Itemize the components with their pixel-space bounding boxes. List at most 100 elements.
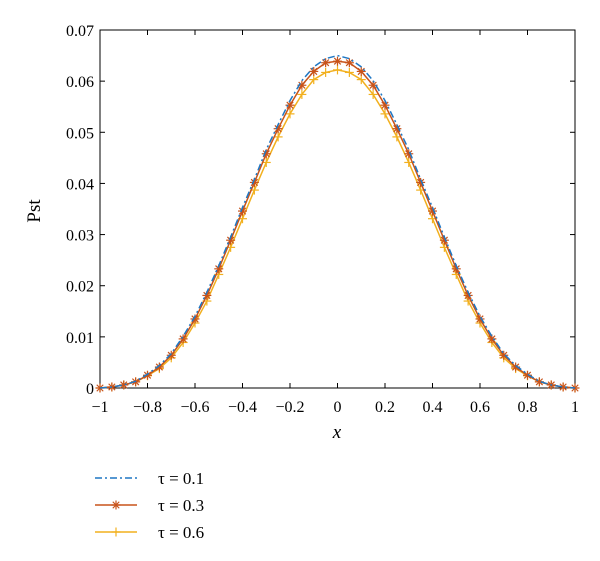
marker-stroke [203, 291, 211, 300]
marker-stroke [179, 335, 187, 343]
legend: τ = 0.1 τ = 0.3 τ = 0.6 [95, 469, 204, 542]
marker-stroke [226, 236, 235, 244]
data-point [273, 132, 283, 142]
x-tick-label: 0.2 [375, 399, 395, 416]
y-tick-label: 0.03 [66, 228, 94, 245]
marker-stroke [464, 291, 472, 300]
data-point [344, 67, 354, 77]
data-point [309, 66, 319, 76]
y-tick-label: 0.01 [66, 330, 94, 347]
marker-stroke [559, 383, 567, 391]
marker-stroke [250, 178, 259, 187]
y-tick-label: 0 [86, 381, 94, 398]
marker-stroke [393, 125, 401, 133]
data-point [178, 334, 188, 344]
data-point [404, 149, 414, 159]
y-tick-label: 0.02 [66, 279, 94, 296]
x-axis: −1 −0.8 −0.6 −0.4 −0.2 0 0.2 0.4 0.6 0.8 1 [91, 30, 579, 416]
x-tick-label: 0.6 [470, 399, 490, 416]
x-axis-label: x [332, 422, 342, 443]
data-point [356, 75, 366, 85]
y-tick-label: 0.06 [66, 74, 94, 91]
y-tick-label: 0.05 [66, 125, 94, 142]
marker-stroke [488, 335, 496, 343]
data-point [344, 58, 354, 68]
legend-item-3: τ = 0.6 [95, 523, 204, 542]
marker-stroke [357, 67, 365, 76]
marker-stroke [535, 378, 544, 386]
marker-stroke [120, 381, 128, 389]
data-point [321, 58, 331, 68]
plot-border [99, 29, 576, 389]
marker-stroke [440, 236, 449, 244]
marker-stroke [310, 67, 318, 76]
marker-stroke [405, 150, 413, 158]
data-point [356, 66, 366, 76]
y-axis-label: Pst [24, 199, 45, 223]
series-line [99, 54, 576, 389]
legend-item-2: τ = 0.3 [95, 496, 204, 515]
marker-stroke [298, 81, 306, 89]
data-point [380, 109, 390, 119]
series-line [99, 60, 576, 389]
data-point [238, 206, 247, 216]
marker-stroke [167, 351, 175, 359]
marker-stroke [286, 101, 294, 109]
x-tick-label: 1 [571, 399, 579, 416]
x-tick-label: −0.2 [275, 399, 304, 416]
legend-label: τ = 0.3 [158, 496, 204, 515]
y-axis: 0 0.01 0.02 0.03 0.04 0.05 0.06 0.07 [66, 23, 575, 398]
series-1 [99, 54, 576, 389]
data-point [166, 350, 176, 360]
x-tick-label: 0.8 [518, 399, 538, 416]
marker-stroke [155, 363, 164, 371]
data-point [297, 89, 307, 99]
marker-stroke [428, 207, 437, 215]
x-tick-label: −0.8 [133, 399, 162, 416]
x-tick-label: 0.4 [423, 399, 443, 416]
marker-stroke [452, 265, 460, 273]
marker-stroke [274, 125, 282, 133]
legend-item-1: τ = 0.1 [95, 469, 204, 488]
data-point [511, 362, 521, 372]
data-point [368, 89, 378, 99]
y-tick-label: 0.04 [66, 176, 94, 193]
marker-stroke [321, 59, 330, 67]
marker-stroke [381, 101, 389, 109]
marker-stroke [416, 178, 425, 187]
data-point [309, 75, 319, 85]
data-point [285, 109, 295, 119]
data-point [499, 350, 509, 360]
data-point [143, 370, 152, 380]
y-tick-label: 0.07 [66, 23, 94, 40]
data-point [321, 67, 331, 77]
marker-stroke [476, 315, 484, 323]
data-point [487, 334, 497, 344]
marker-stroke [523, 371, 532, 379]
data-point [333, 56, 342, 66]
x-tick-label: 0 [334, 399, 342, 416]
series-layer [95, 54, 580, 393]
plot-frame [99, 29, 576, 389]
series-3 [95, 65, 580, 393]
legend-label: τ = 0.6 [158, 523, 204, 542]
x-tick-label: −0.4 [228, 399, 257, 416]
marker-stroke [112, 501, 120, 509]
marker-stroke [369, 81, 377, 89]
marker-stroke [500, 351, 508, 359]
x-tick-label: −0.6 [180, 399, 209, 416]
marker-stroke [238, 207, 247, 215]
data-point [249, 177, 259, 187]
series-line [99, 69, 576, 389]
marker-stroke [333, 57, 342, 65]
x-tick-label: −1 [91, 399, 108, 416]
legend-label: τ = 0.1 [158, 469, 204, 488]
legend-marker [111, 527, 121, 537]
marker-stroke [511, 363, 520, 371]
series-2 [95, 56, 580, 393]
data-point [392, 132, 402, 142]
marker-stroke [143, 371, 152, 379]
data-point [333, 65, 342, 75]
legend-marker [111, 500, 121, 510]
